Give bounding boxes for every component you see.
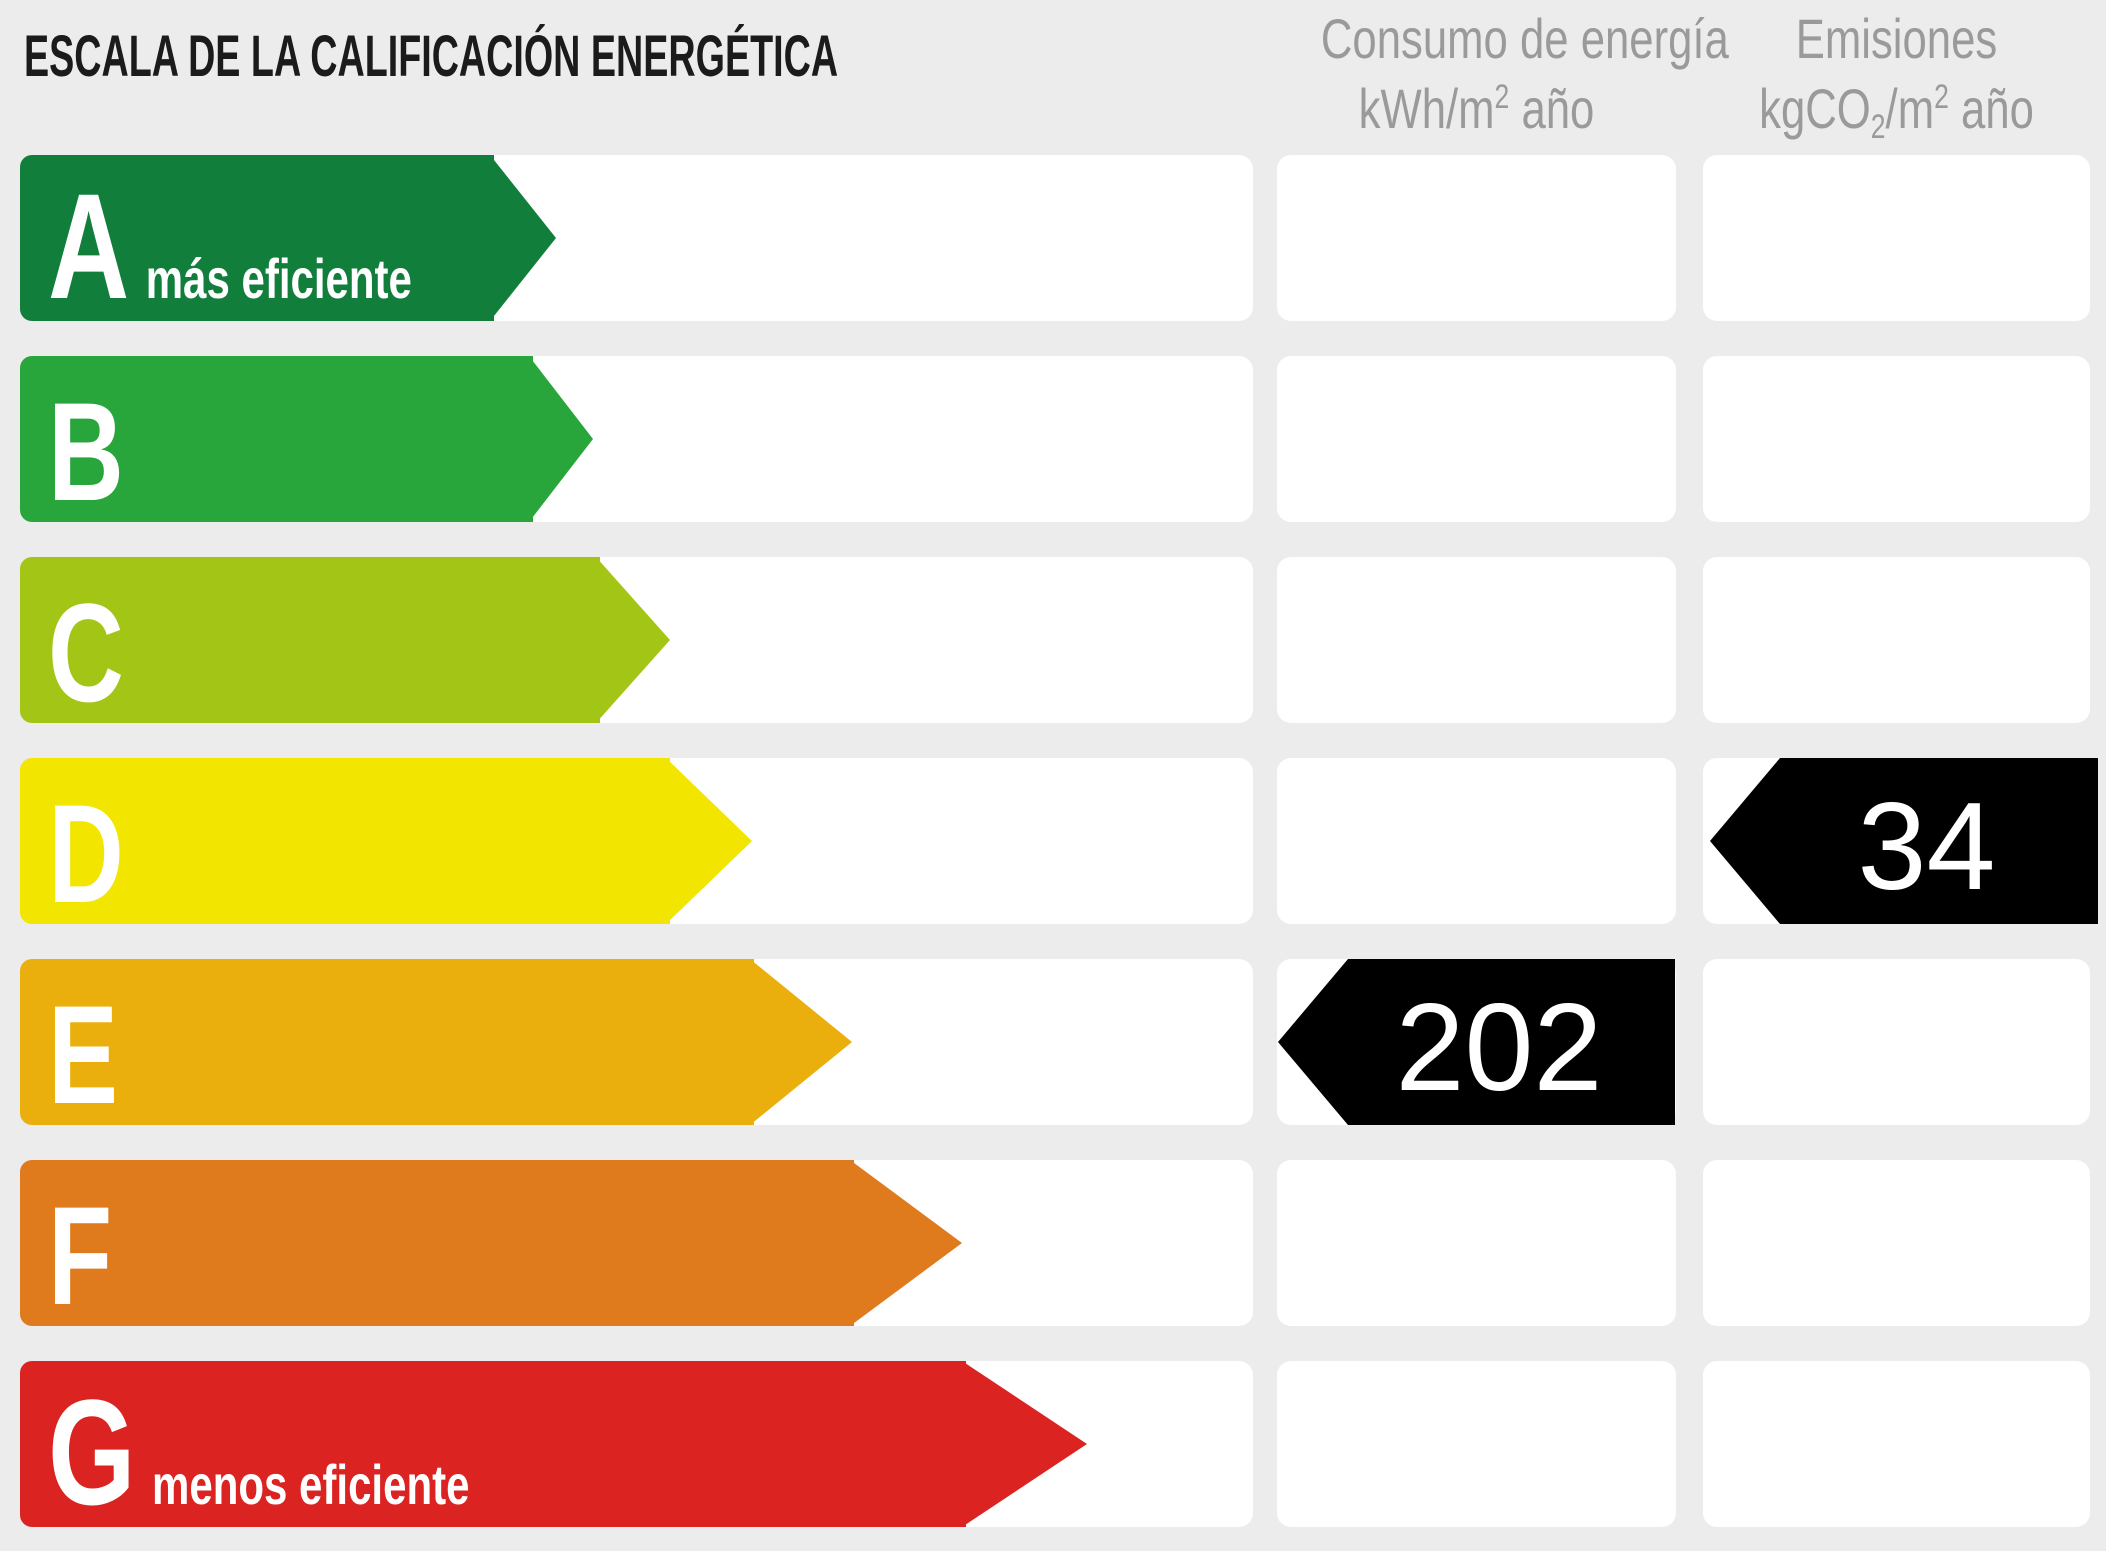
emisiones-value: 34 [1857,778,1996,916]
emisiones-cell [1703,557,2090,723]
emisiones-header-line1: Emisiones [1795,7,1998,70]
grade-arrow-d: D [20,758,752,924]
consumo-cell [1277,758,1676,924]
arrow-lettering: B [48,382,124,522]
arrow-head-icon [962,1361,1087,1527]
arrow-bar [20,1361,966,1527]
arrow-head-icon [666,758,752,924]
rating-row-e: E [0,959,2106,1125]
efficiency-label: más eficiente [145,247,412,310]
grade-letter: A [48,162,130,330]
arrow-bar [20,758,670,924]
consumo-header-line1: Consumo de energía [1320,7,1729,70]
emisiones-cell [1703,959,2090,1125]
emisiones-cell [1703,1361,2090,1527]
emisiones-value-arrow: 34 [1710,758,2098,924]
arrow-lettering: C [48,583,124,723]
page-title: ESCALA DE LA CALIFICACIÓN ENERGÉTICA [24,23,839,89]
arrow-head-icon [596,557,670,723]
grade-arrow-e: E [20,959,852,1125]
arrow-lettering: D [48,784,124,924]
consumo-cell [1277,1160,1676,1326]
rating-row-c: C [0,557,2106,723]
consumo-cell [1277,155,1676,321]
arrow-bar [20,356,533,522]
consumo-cell [1277,557,1676,723]
emisiones-header-units: kgCO2/m2 año [1759,77,2034,146]
arrow-lettering: F [48,1186,112,1326]
emisiones-cell [1703,1160,2090,1326]
grade-letter: G [48,1368,136,1536]
consumo-cell [1277,1361,1676,1527]
grade-letter: E [48,976,119,1133]
grade-letter: C [48,574,124,731]
arrow-head-icon [490,155,556,321]
efficiency-label: menos eficiente [152,1453,470,1516]
grade-letter: F [48,1177,113,1334]
consumo-column-header: Consumo de energía kWh/m2 año [1320,7,1729,140]
rating-row-b: B [0,356,2106,522]
arrow-bar [20,155,494,321]
grade-letter: B [48,373,124,530]
grade-arrow-f: F [20,1160,962,1326]
rating-row-f: F [0,1160,2106,1326]
arrow-bar [20,959,754,1125]
arrow-head-icon [750,959,852,1125]
consumo-value: 202 [1395,979,1603,1117]
emisiones-cell [1703,155,2090,321]
arrow-head-icon [529,356,593,522]
grade-arrow-b: B [20,356,593,522]
grade-letter: D [48,775,124,932]
arrow-lettering: E [48,985,118,1125]
consumo-value-arrow: 202 [1278,959,1675,1125]
arrow-bar [20,1160,854,1326]
consumo-header-units: kWh/m2 año [1358,77,1595,140]
consumo-cell [1277,356,1676,522]
arrow-head-icon [850,1160,962,1326]
grade-arrow-c: C [20,557,670,723]
emisiones-cell [1703,356,2090,522]
arrow-bar [20,557,600,723]
emisiones-column-header: Emisiones kgCO2/m2 año [1746,10,2048,156]
